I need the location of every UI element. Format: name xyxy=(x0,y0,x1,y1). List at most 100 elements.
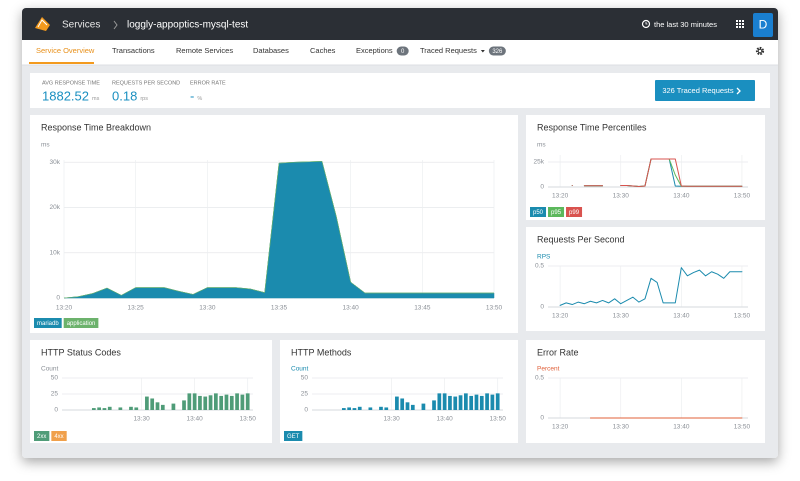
metric-value: 1882.52 xyxy=(42,88,89,103)
avatar-initial: D xyxy=(759,18,768,32)
bar xyxy=(490,394,495,410)
y-axis-label: Count xyxy=(291,366,309,373)
x-tick-label: 13:45 xyxy=(414,305,431,312)
tab-badge-count: 326 xyxy=(492,49,503,55)
legend-chip[interactable] xyxy=(566,207,583,217)
summary: AVG RESPONSE TIME 1882.52 ms REQUESTS PER S… xyxy=(42,80,226,103)
charts: Response Time Breakdown ms 0 10k 20k 30k 13:20… xyxy=(30,115,765,443)
traced-requests-button-label: 326 Traced Requests xyxy=(662,86,734,95)
x-tick-label: 13:40 xyxy=(343,305,360,312)
bar xyxy=(410,404,415,410)
tab-label[interactable]: Exceptions xyxy=(356,46,393,55)
bar xyxy=(208,395,213,410)
bar xyxy=(474,394,479,410)
x-tick-label: 13:20 xyxy=(552,313,569,320)
button-chevron xyxy=(736,87,741,95)
chart-card: Requests Per Second RPS 0 0.5 13:20 13:30 13:4… xyxy=(526,227,765,331)
logo[interactable] xyxy=(35,17,50,31)
y-tick-label: 0 xyxy=(54,407,58,414)
y-tick-label: 0 xyxy=(304,407,308,414)
x-tick-label: 13:40 xyxy=(673,193,690,200)
time-range[interactable]: the last 30 minutes xyxy=(654,20,717,29)
bar xyxy=(437,393,442,410)
metric-value: - xyxy=(190,88,194,103)
y-tick-label: 20k xyxy=(50,204,61,211)
x-tick-label: 13:20 xyxy=(56,305,73,312)
tab-label[interactable]: Traced Requests xyxy=(420,46,477,55)
bar xyxy=(203,396,208,410)
bar xyxy=(448,395,452,410)
bar xyxy=(107,406,112,410)
avatar[interactable] xyxy=(753,13,773,37)
clock-hands xyxy=(645,22,648,25)
bar xyxy=(187,393,192,410)
chart-card: HTTP Methods Count 0 25 50 13:30 13:40 13:50 GET xyxy=(280,340,518,443)
legend-chip[interactable] xyxy=(284,431,303,441)
x-tick-label: 13:30 xyxy=(613,424,630,431)
legend-chip[interactable] xyxy=(51,431,67,441)
y-tick-label: 0.5 xyxy=(535,263,544,270)
x-tick-label: 13:20 xyxy=(552,193,569,200)
card-background xyxy=(280,340,518,443)
x-tick-label: 13:50 xyxy=(490,416,507,423)
bar xyxy=(229,395,234,410)
bar xyxy=(469,395,474,410)
settings-gear-hub xyxy=(757,48,763,54)
legend-label: 2xx xyxy=(37,434,46,440)
tab-label[interactable]: Caches xyxy=(310,46,336,55)
logo-mark xyxy=(37,19,48,28)
bar xyxy=(368,407,373,410)
chart-card: Response Time Percentiles ms 0 25k 13:20 13:3… xyxy=(526,115,765,220)
x-tick-label: 13:30 xyxy=(383,416,400,423)
line xyxy=(571,158,743,187)
tab-label[interactable]: Service Overview xyxy=(36,46,95,55)
y-axis-label: ms xyxy=(41,142,50,149)
chart-title: Error Rate xyxy=(537,347,579,357)
bar xyxy=(97,407,101,410)
x-tick-label: 13:20 xyxy=(552,424,569,431)
settings-gear[interactable] xyxy=(755,46,765,56)
x-tick-label: 13:50 xyxy=(486,305,503,312)
bar xyxy=(145,396,149,410)
legend-chip[interactable] xyxy=(63,318,99,328)
card-background xyxy=(526,227,765,331)
breadcrumb-section[interactable]: Services xyxy=(62,20,100,31)
tab-label[interactable]: Remote Services xyxy=(176,46,233,55)
x-tick-label: 13:25 xyxy=(128,305,145,312)
y-tick-label: 50 xyxy=(51,375,59,382)
y-axis-label: Percent xyxy=(537,366,560,373)
y-tick-label: 0 xyxy=(540,184,544,191)
chart-card: Error Rate Percent 0 0.5 13:20 13:30 13:40 13:5… xyxy=(526,340,765,443)
clock-icon[interactable] xyxy=(641,19,651,29)
bar xyxy=(198,395,202,410)
bar xyxy=(235,393,239,410)
legend-chip[interactable] xyxy=(34,318,62,328)
legend-chip[interactable] xyxy=(34,431,50,441)
metric-label: AVG RESPONSE TIME xyxy=(42,80,100,86)
bar xyxy=(240,394,245,410)
legend-chip[interactable] xyxy=(530,207,547,217)
chart-title: Requests Per Second xyxy=(537,234,625,244)
metric-label: ERROR RATE xyxy=(190,80,226,86)
bar xyxy=(442,393,447,410)
x-tick-label: 13:35 xyxy=(271,305,288,312)
y-tick-label: 25 xyxy=(301,391,309,398)
x-tick-label: 13:50 xyxy=(734,193,751,200)
dropdown-caret xyxy=(480,50,485,53)
tab-badge xyxy=(396,46,409,56)
bar xyxy=(432,400,436,410)
metric-label: REQUESTS PER SECOND xyxy=(112,80,180,86)
bar xyxy=(160,404,165,410)
traced-requests-button[interactable] xyxy=(655,80,755,101)
tab-label[interactable]: Transactions xyxy=(112,46,155,55)
tab-label[interactable]: Databases xyxy=(253,46,289,55)
x-tick-label: 13:40 xyxy=(673,313,690,320)
x-tick-label: 13:30 xyxy=(133,416,150,423)
legend-chip[interactable] xyxy=(548,207,565,217)
y-axis-label: ms xyxy=(537,142,546,149)
apps-icon[interactable] xyxy=(736,20,744,28)
bar xyxy=(485,393,489,410)
y-tick-label: 0 xyxy=(56,295,60,302)
chart-card: HTTP Status Codes Count 0 25 50 13:30 13:40 13:… xyxy=(30,340,272,443)
